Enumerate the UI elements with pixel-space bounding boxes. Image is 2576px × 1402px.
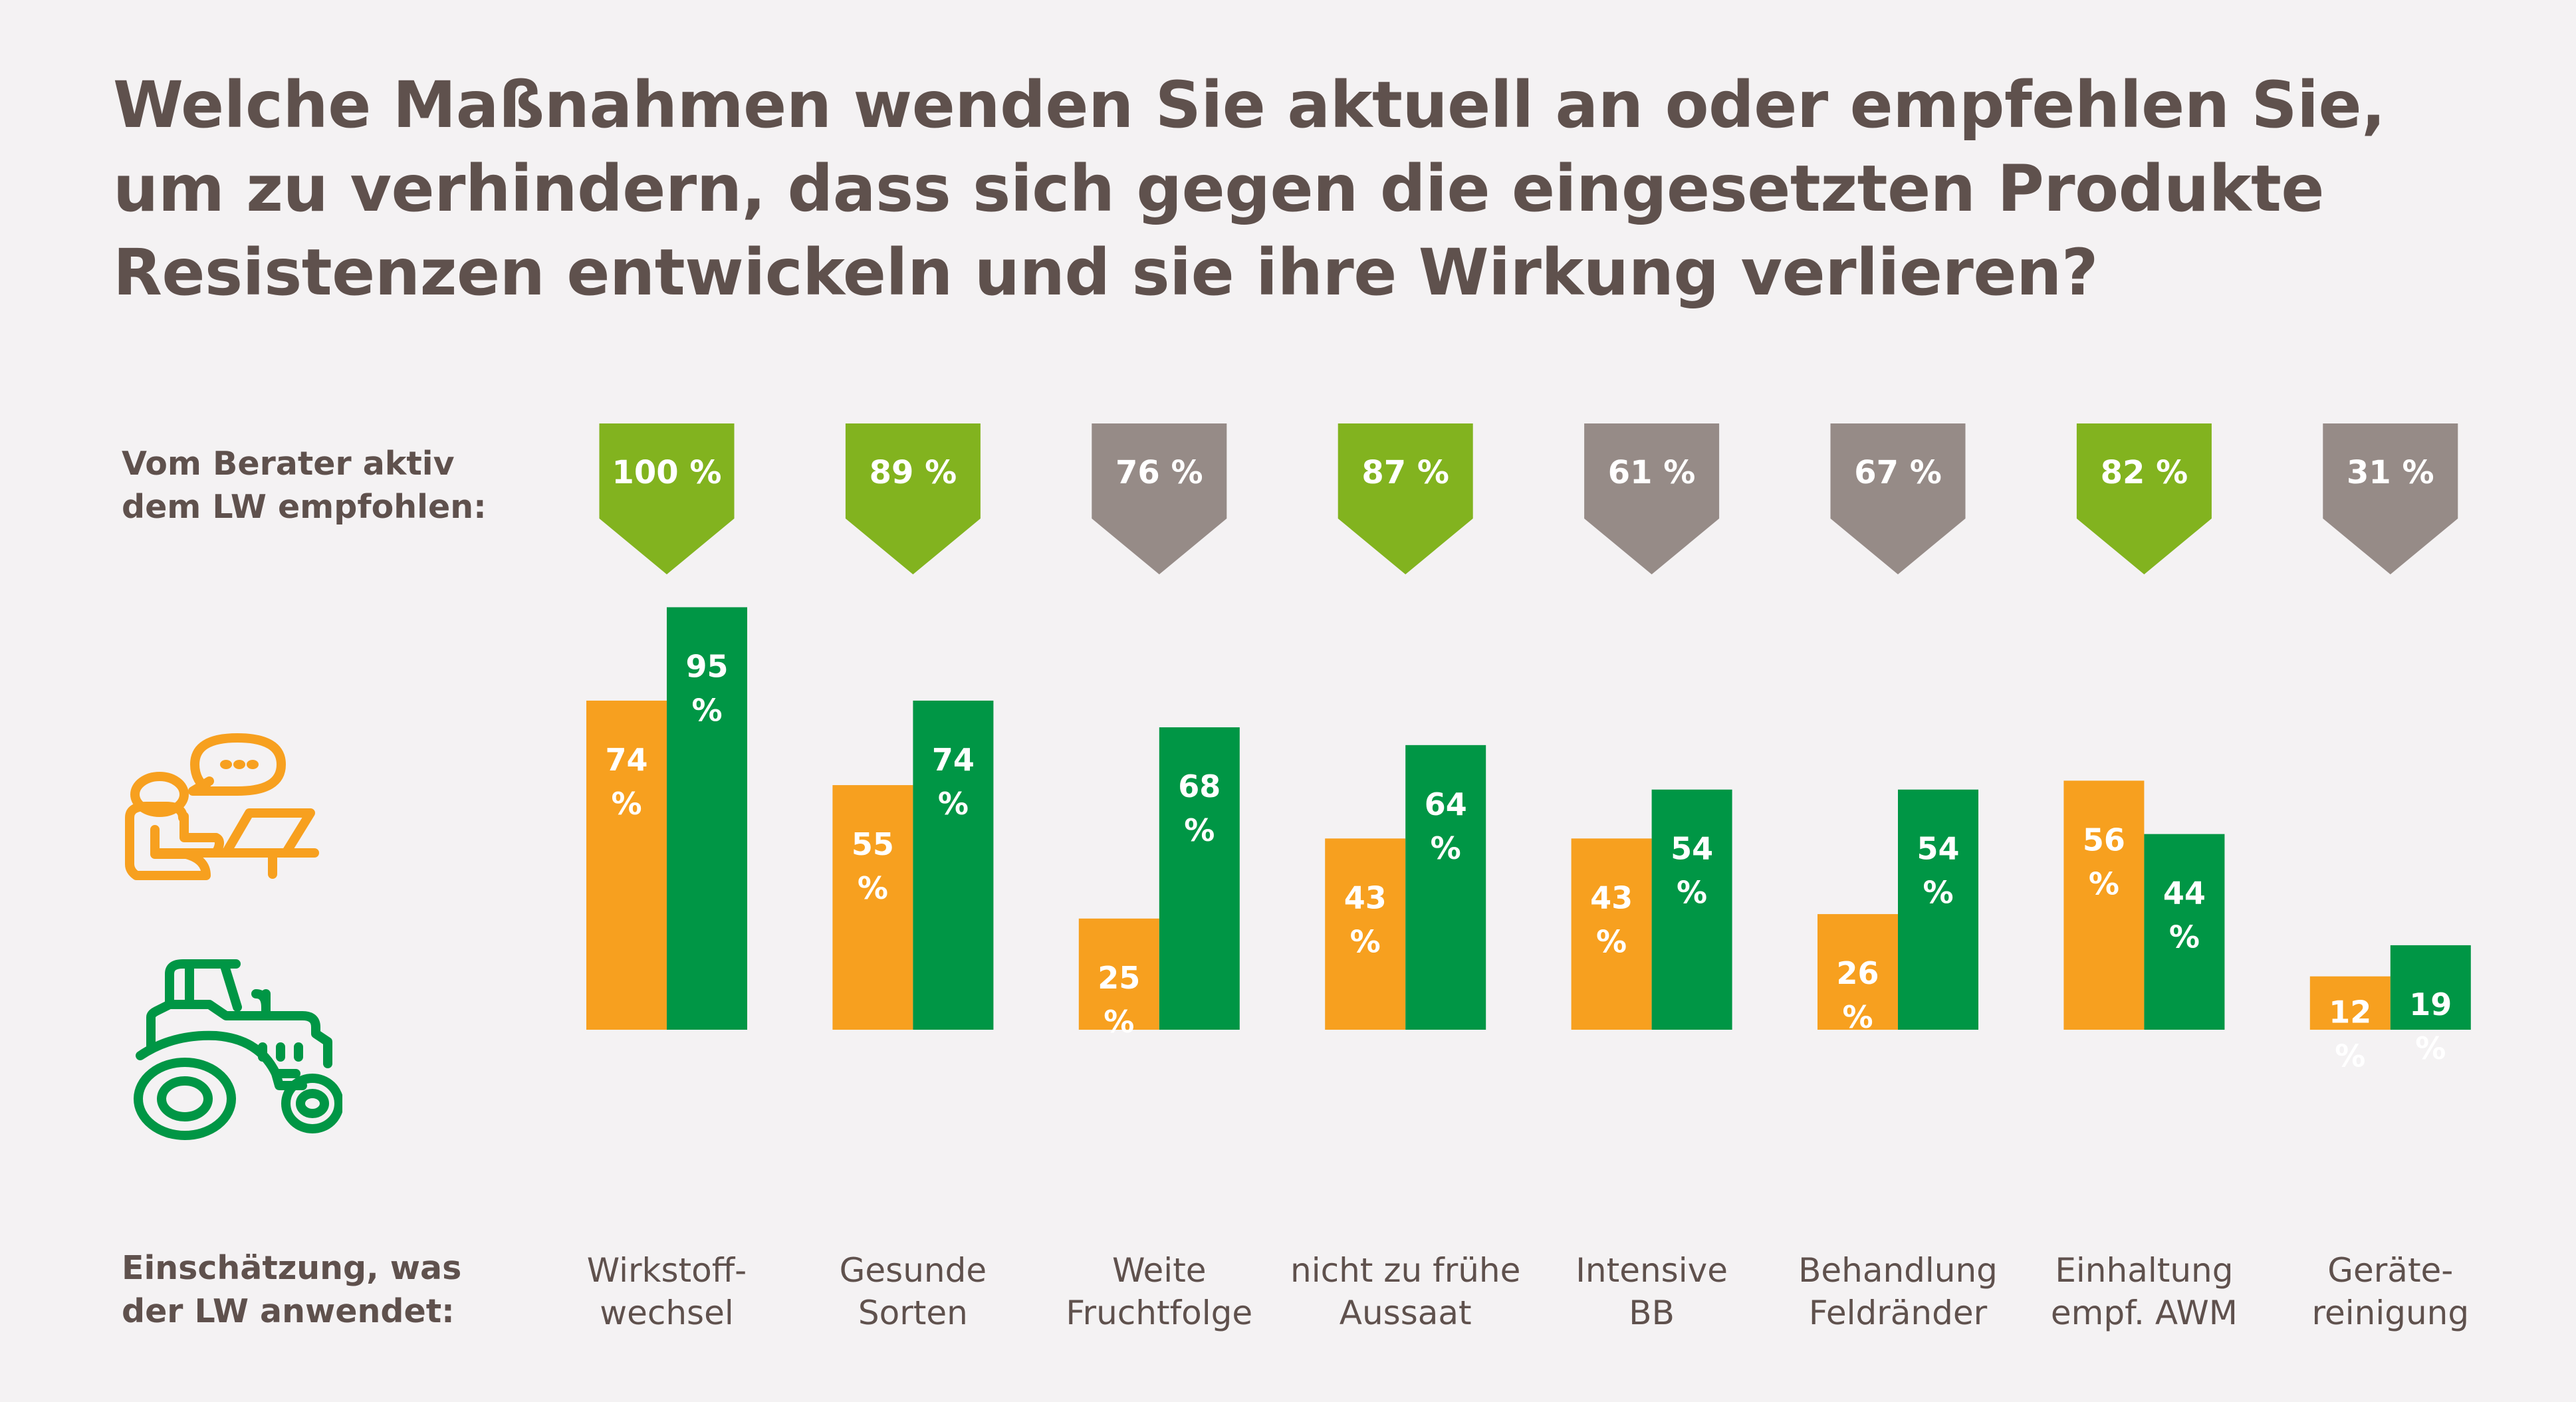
category-label-line-2: Aussaat xyxy=(1340,1294,1472,1332)
estimate-label-line-2: der LW anwendet: xyxy=(122,1292,455,1330)
category-label-line-1: Einhaltung xyxy=(2055,1251,2233,1290)
advisor-laptop-icon xyxy=(125,733,319,880)
recommendation-tag xyxy=(599,423,735,574)
recommendation-value: 61 % xyxy=(1608,454,1696,491)
bar-value-label: 26 xyxy=(1836,955,1879,991)
bar-value-percent: % xyxy=(611,786,642,822)
category-label-line-2: wechsel xyxy=(600,1294,734,1332)
bar-value-label: 25 xyxy=(1098,960,1140,996)
category-label-line-2: BB xyxy=(1629,1294,1675,1332)
recommendation-value: 67 % xyxy=(1854,454,1942,491)
bar-value-percent: % xyxy=(1677,875,1707,911)
bar-value-percent: % xyxy=(1923,875,1953,911)
bar-value-percent: % xyxy=(2415,1030,2446,1066)
bar-value-label: 12 xyxy=(2329,994,2371,1030)
bar-value-label: 95 xyxy=(685,648,728,684)
estimate-label-line-1: Einschätzung, was xyxy=(122,1249,462,1287)
recommendation-value: 31 % xyxy=(2347,454,2434,491)
bar-value-percent: % xyxy=(1350,923,1381,959)
bar-value-label: 19 xyxy=(2409,987,2452,1022)
category-label-line-2: Sorten xyxy=(858,1294,968,1332)
category-label-line-1: Weite xyxy=(1112,1251,1207,1290)
bar-value-label: 44 xyxy=(2163,876,2206,911)
recommendation-tag xyxy=(1584,423,1720,574)
bar-value-label: 43 xyxy=(1590,879,1633,915)
recommended-label-line-1: Vom Berater aktiv xyxy=(122,445,455,483)
title-line-2: um zu verhindern, dass sich gegen die ei… xyxy=(113,152,2325,226)
recommendation-tag xyxy=(1092,423,1227,574)
bar-value-label: 55 xyxy=(852,826,894,862)
recommendation-value: 87 % xyxy=(1361,454,1449,491)
category-label-line-2: empf. AWM xyxy=(2051,1294,2238,1332)
advisor-bar xyxy=(1571,838,1652,1030)
bar-value-label: 54 xyxy=(1917,831,1959,867)
category-label-line-2: Fruchtfolge xyxy=(1066,1294,1252,1332)
category-label-line-1: Gesunde xyxy=(840,1251,987,1290)
bar-value-percent: % xyxy=(1104,1004,1134,1040)
recommendation-tag xyxy=(1338,423,1473,574)
bar-value-label: 43 xyxy=(1344,879,1387,915)
advisor-bar xyxy=(1078,918,1159,1030)
category-label-line-2: Feldränder xyxy=(1809,1294,1988,1332)
advisor-bar xyxy=(1325,838,1406,1030)
recommendation-value: 82 % xyxy=(2101,454,2188,491)
advisor-bar xyxy=(832,785,913,1030)
title-line-1: Welche Maßnahmen wenden Sie aktuell an o… xyxy=(113,68,2386,142)
bar-value-label: 74 xyxy=(605,742,647,778)
bar-value-percent: % xyxy=(2335,1038,2365,1074)
bar-value-percent: % xyxy=(1842,999,1873,1035)
advisor-bar xyxy=(586,700,667,1030)
recommendation-tag xyxy=(2323,423,2458,574)
recommendation-tag xyxy=(1830,423,1966,574)
recommendation-value: 100 % xyxy=(612,454,722,491)
farmer-bar xyxy=(2144,834,2225,1030)
bar-value-label: 54 xyxy=(1671,831,1713,867)
recommendation-value: 76 % xyxy=(1115,454,1203,491)
bar-value-percent: % xyxy=(2169,919,2200,955)
recommendation-value: 89 % xyxy=(870,454,957,491)
farmer-bar xyxy=(667,607,747,1030)
bar-value-percent: % xyxy=(691,692,722,728)
recommendation-tag xyxy=(2076,423,2212,574)
farmer-bar xyxy=(1405,745,1486,1030)
bar-value-percent: % xyxy=(1431,830,1461,866)
farmer-bar xyxy=(1651,789,1732,1030)
farmer-bar xyxy=(1898,789,1978,1030)
category-label-line-1: Geräte- xyxy=(2327,1251,2453,1290)
recommended-row-label: Vom Berater aktiv dem LW empfohlen: xyxy=(122,442,487,528)
advisor-bar xyxy=(2309,976,2391,1030)
bar-value-label: 64 xyxy=(1425,786,1467,822)
bar-value-percent: % xyxy=(938,786,969,822)
category-label-line-1: nicht zu frühe xyxy=(1290,1251,1520,1290)
farmer-bar xyxy=(1159,727,1240,1030)
farmer-bar xyxy=(2390,945,2471,1030)
bar-value-label: 56 xyxy=(2083,822,2125,858)
title-line-3: Resistenzen entwickeln und sie ihre Wirk… xyxy=(113,235,2098,310)
bar-value-percent: % xyxy=(858,870,888,906)
bar-value-label: 74 xyxy=(932,742,975,778)
category-label-line-2: reinigung xyxy=(2312,1294,2470,1332)
bar-value-label: 68 xyxy=(1178,768,1221,804)
tractor-icon xyxy=(134,959,342,1140)
recommended-label-line-2: dem LW empfohlen: xyxy=(122,488,487,526)
bar-value-percent: % xyxy=(1184,812,1215,848)
bar-value-percent: % xyxy=(2089,866,2119,901)
category-label-line-1: Intensive xyxy=(1576,1251,1728,1290)
recommendation-tag xyxy=(845,423,981,574)
advisor-bar xyxy=(2063,780,2145,1030)
advisor-bar xyxy=(1817,914,1898,1030)
chart-title: Welche Maßnahmen wenden Sie aktuell an o… xyxy=(113,63,2386,314)
category-label-line-1: Behandlung xyxy=(1798,1251,1998,1290)
farmer-bar xyxy=(913,700,994,1030)
bar-value-percent: % xyxy=(1596,923,1627,959)
category-label-line-1: Wirkstoff- xyxy=(587,1251,747,1290)
estimate-row-label: Einschätzung, was der LW anwendet: xyxy=(122,1246,461,1333)
